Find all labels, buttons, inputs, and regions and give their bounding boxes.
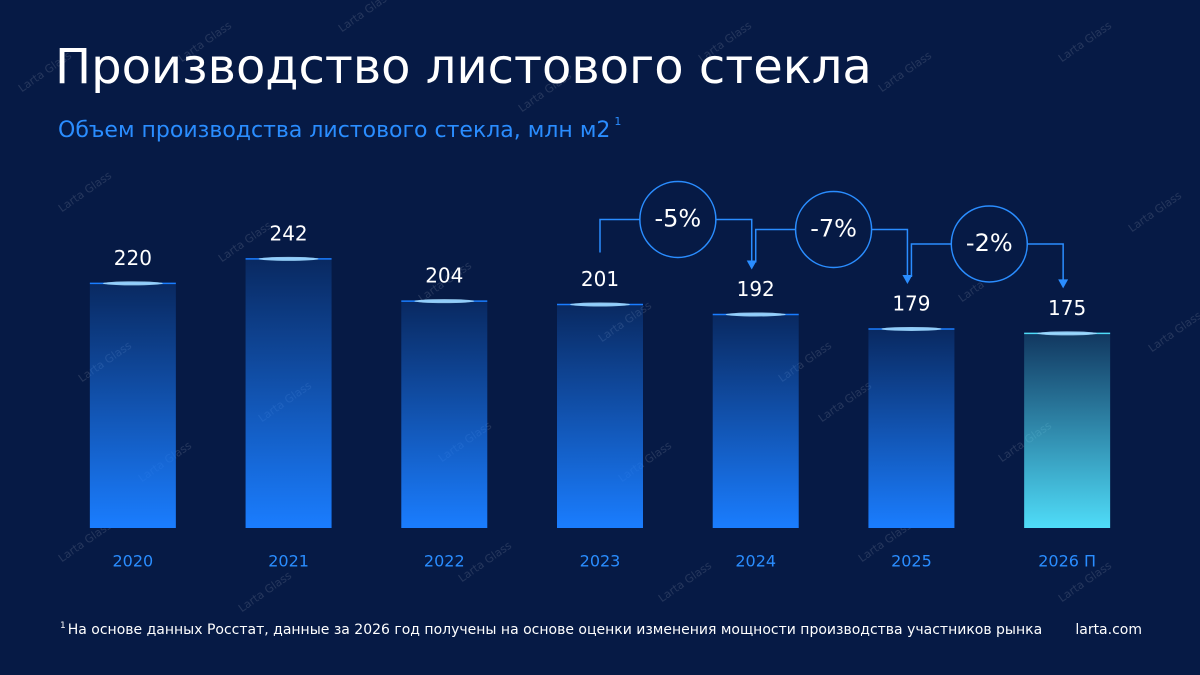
value-label: 220 — [114, 246, 152, 270]
x-tick-label: 2026 П — [1038, 552, 1096, 571]
footnote-marker: 1 — [60, 621, 66, 631]
change-connector — [871, 228, 909, 277]
change-connector — [910, 243, 952, 277]
subtitle-note: 1 — [614, 115, 621, 128]
source: larta.com — [1075, 622, 1142, 638]
value-label: 242 — [269, 221, 307, 245]
value-label: 175 — [1048, 296, 1086, 320]
change-arrowhead — [1058, 279, 1069, 289]
chart-subtitle: Объем производства листового стекла, млн… — [58, 115, 621, 143]
change-connector — [1027, 243, 1064, 282]
change-arrowhead — [902, 274, 913, 284]
bar-top-glow-core — [570, 302, 630, 307]
bar — [868, 328, 955, 528]
change-label: -5% — [654, 204, 701, 232]
value-label: 179 — [892, 291, 930, 315]
x-tick-label: 2021 — [268, 552, 309, 571]
bar-top-glow-core — [1037, 331, 1098, 336]
x-tick-label: 2023 — [580, 552, 621, 571]
bar — [245, 258, 332, 528]
change-circle — [639, 180, 717, 259]
change-label: -2% — [966, 229, 1013, 257]
chart-title: Производство листового стекла — [55, 39, 872, 95]
value-label: 192 — [737, 277, 775, 301]
bar — [557, 304, 643, 528]
change-circle — [950, 205, 1029, 283]
bar-top-glow-core — [881, 326, 942, 331]
bar — [1024, 333, 1111, 528]
x-tick-label: 2022 — [424, 552, 465, 571]
x-tick-label: 2020 — [112, 552, 153, 571]
change-circle — [794, 190, 873, 269]
change-connector — [715, 218, 753, 263]
change-label: -7% — [810, 214, 857, 242]
bar — [401, 301, 488, 528]
bar-top-glow-core — [258, 256, 319, 261]
subtitle-text: Объем производства листового стекла, млн… — [58, 118, 610, 143]
change-connector — [754, 228, 796, 263]
change-connector — [599, 218, 640, 253]
x-tick-label: 2024 — [735, 552, 776, 571]
bar-top-glow-core — [414, 299, 475, 304]
footnote: 1 На основе данных Росстат, данные за 202… — [60, 621, 1042, 639]
value-label: 201 — [581, 267, 619, 291]
bar-top-glow-core — [725, 312, 786, 317]
bar-top-glow-core — [102, 281, 163, 286]
change-arrowhead — [746, 260, 757, 270]
x-tick-label: 2025 — [891, 552, 932, 571]
footnote-text: На основе данных Росстат, данные за 2026… — [68, 622, 1042, 638]
bar — [89, 283, 176, 528]
bar — [712, 314, 799, 528]
value-label: 204 — [425, 264, 463, 288]
